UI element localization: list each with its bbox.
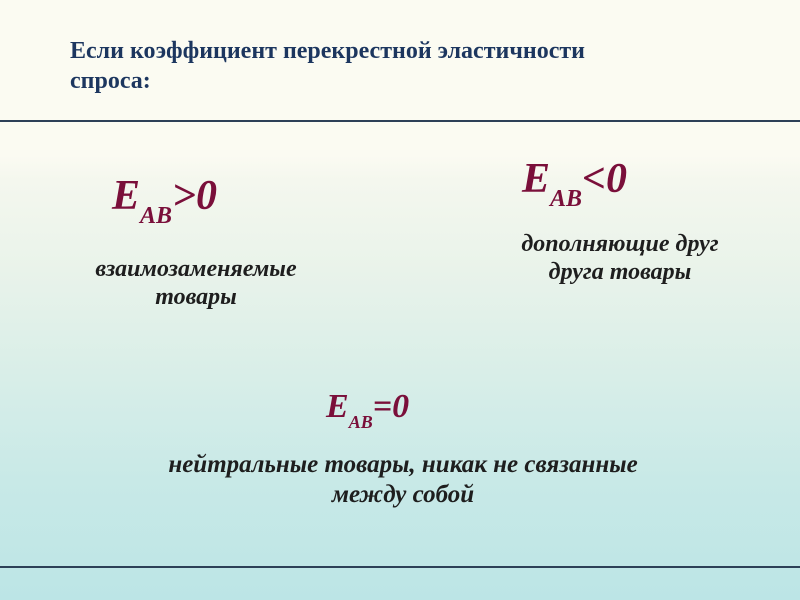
formula-mid: EAB=0 [326, 390, 409, 424]
description-right: дополняющие друг друга товары [510, 230, 730, 287]
formula-left-rel: >0 [172, 173, 217, 219]
formula-left-letter: E [112, 173, 140, 219]
formula-mid-rel: =0 [373, 388, 409, 425]
divider-bottom [0, 566, 800, 568]
formula-left: EAB>0 [112, 175, 217, 218]
formula-right: EAB<0 [522, 158, 627, 201]
formula-right-rel: <0 [582, 156, 627, 202]
formula-left-sub: AB [140, 203, 172, 229]
slide-title: Если коэффициент перекрестной эластичнос… [70, 36, 630, 96]
formula-mid-sub: AB [349, 412, 373, 432]
formula-right-letter: E [522, 156, 550, 202]
slide: Если коэффициент перекрестной эластичнос… [0, 0, 800, 600]
divider-top [0, 120, 800, 122]
description-left: взаимозаменяемые товары [66, 255, 326, 312]
formula-mid-letter: E [326, 388, 349, 425]
formula-right-sub: AB [550, 186, 582, 212]
description-mid: нейтральные товары, никак не связанные м… [158, 450, 648, 509]
